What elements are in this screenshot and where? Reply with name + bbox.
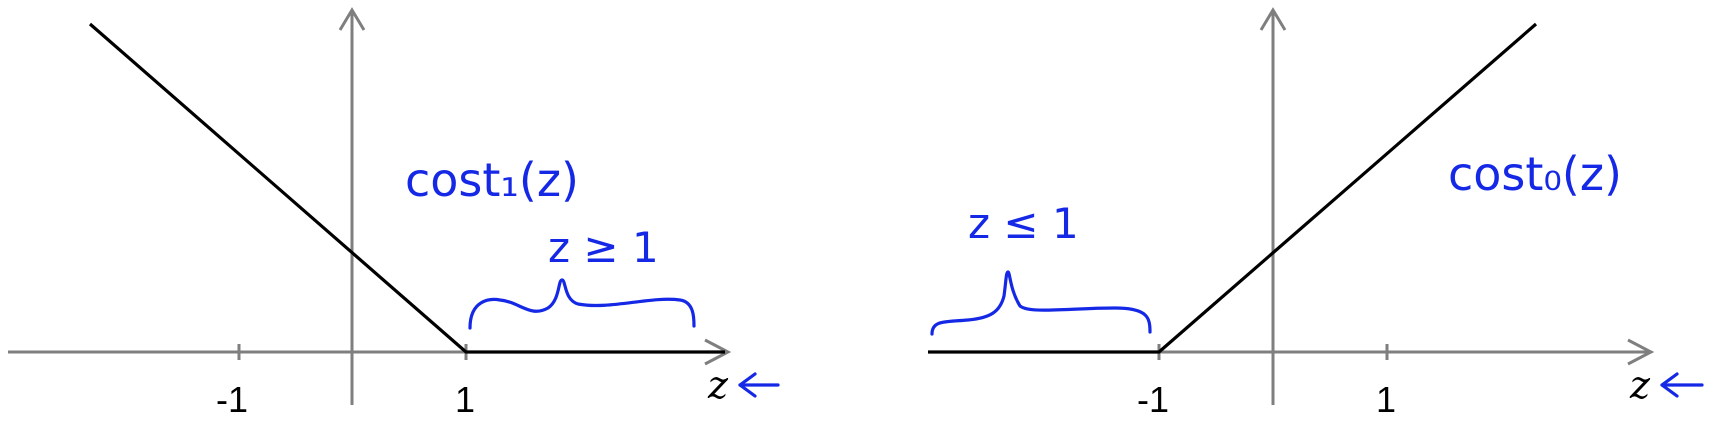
- right-range-label: z ≤ 1: [968, 199, 1079, 248]
- left-cost1-curve: [88, 22, 725, 354]
- right-z-arrow-icon: [1660, 372, 1704, 398]
- left-brace: [468, 278, 696, 330]
- left-tick-label-minus1: -1: [216, 379, 248, 420]
- left-y-axis: [338, 7, 366, 405]
- left-range-label: z ≥ 1: [548, 223, 659, 272]
- right-y-axis: [1259, 7, 1287, 405]
- right-tick-label-1: 1: [1376, 379, 1396, 420]
- left-plot: -1 1 z cost₁(z) z ≥ 1: [8, 7, 780, 420]
- left-function-label: cost₁(z): [405, 153, 579, 207]
- left-z-arrow-icon: [738, 372, 780, 398]
- left-tick-label-1: 1: [455, 379, 475, 420]
- right-tick-label-minus1: -1: [1137, 379, 1169, 420]
- right-function-label: cost₀(z): [1448, 147, 1622, 201]
- right-brace: [930, 270, 1152, 336]
- right-cost0-curve: [928, 22, 1538, 354]
- right-z-axis-label: z: [1629, 363, 1651, 407]
- left-z-axis-label: z: [707, 363, 729, 407]
- right-plot: -1 1 z cost₀(z) z ≤ 1: [928, 7, 1704, 420]
